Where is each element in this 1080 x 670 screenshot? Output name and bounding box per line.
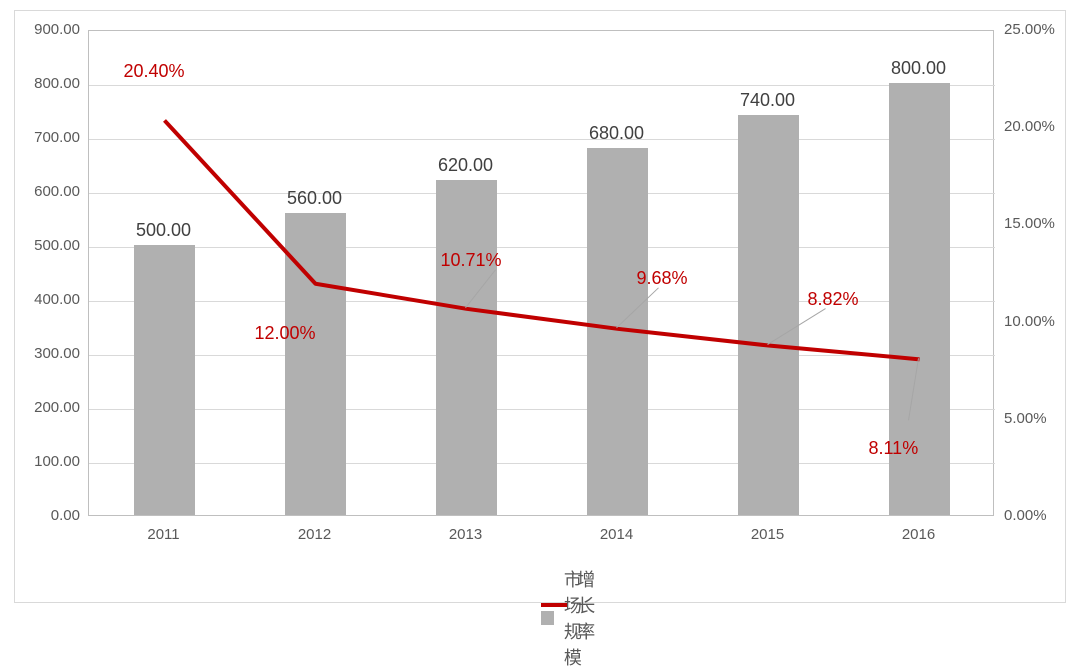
line-value-label: 9.68% [637,268,688,289]
y-left-tick-label: 500.00 [34,237,80,254]
legend-item: 增长率 [541,566,611,644]
y-left-tick-label: 900.00 [34,21,80,38]
bar-value-label: 740.00 [740,90,795,111]
bar-value-label: 620.00 [438,155,493,176]
chart-plot-area [88,30,994,516]
x-tick-label: 2014 [600,526,633,543]
y-right-tick-label: 20.00% [1004,118,1055,135]
line-value-label: 8.82% [808,289,859,310]
legend-swatch-line [541,603,567,607]
line-value-label: 20.40% [124,61,185,82]
y-right-tick-label: 25.00% [1004,21,1055,38]
x-tick-label: 2015 [751,526,784,543]
x-tick-label: 2012 [298,526,331,543]
x-tick-label: 2013 [449,526,482,543]
line-value-label: 8.11% [869,438,919,459]
bar-value-label: 680.00 [589,123,644,144]
y-left-tick-label: 700.00 [34,129,80,146]
y-right-tick-label: 15.00% [1004,215,1055,232]
line-series [89,31,995,517]
y-left-tick-label: 0.00 [51,507,80,524]
y-left-tick-label: 100.00 [34,453,80,470]
y-right-tick-label: 0.00% [1004,507,1047,524]
line-value-label: 12.00% [255,323,316,344]
x-tick-label: 2011 [147,526,179,543]
x-tick-label: 2016 [902,526,935,543]
bar-value-label: 800.00 [891,58,946,79]
bar-value-label: 500.00 [136,220,191,241]
y-right-tick-label: 10.00% [1004,313,1055,330]
y-left-tick-label: 800.00 [34,75,80,92]
y-right-tick-label: 5.00% [1004,410,1047,427]
y-left-tick-label: 300.00 [34,345,80,362]
y-left-tick-label: 200.00 [34,399,80,416]
bar-value-label: 560.00 [287,188,342,209]
line-value-label: 10.71% [441,250,502,271]
y-left-tick-label: 600.00 [34,183,80,200]
legend-label: 增长率 [577,566,611,644]
y-left-tick-label: 400.00 [34,291,80,308]
